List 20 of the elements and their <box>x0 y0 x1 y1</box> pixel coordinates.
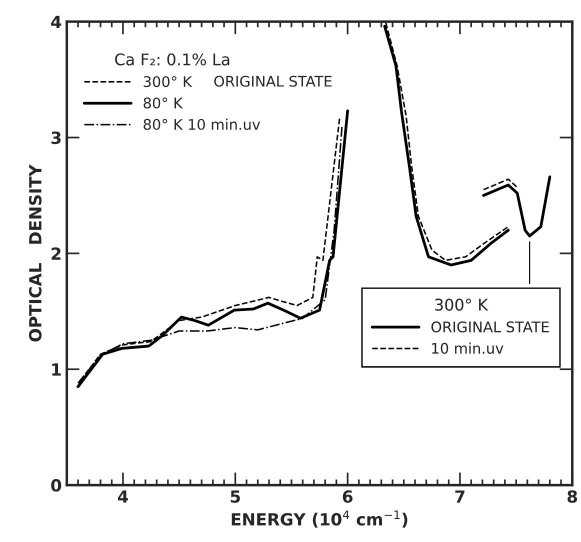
legend-title: Ca F₂: 0.1% La <box>115 53 230 66</box>
legend-label: ORIGINAL STATE <box>431 321 549 332</box>
legend-label: 80° K 10 min.uv <box>144 118 260 130</box>
y-tick-label: 0 <box>51 479 62 492</box>
y-tick-label: 1 <box>52 363 61 376</box>
legend-label: 300° K <box>144 76 192 88</box>
x-tick-label: 5 <box>230 490 240 503</box>
y-tick-label: 4 <box>51 16 62 28</box>
legend-label: 10 min.uv <box>432 342 504 354</box>
x-tick-label: 8 <box>568 490 578 503</box>
x-axis-title: ENERGY (10$^{4}$ cm$^{−1}$) <box>232 510 408 528</box>
annotation: 300° K <box>435 298 488 311</box>
x-tick-label: 7 <box>455 490 464 503</box>
legend-label: 80° K <box>144 97 183 109</box>
x-tick-label: 6 <box>342 490 353 503</box>
annotation: ORIGINAL STATE <box>214 76 332 87</box>
y-tick-label: 2 <box>52 247 61 260</box>
y-axis-title: OPTICAL DENSITY <box>28 164 42 342</box>
y-tick-label: 3 <box>51 131 61 144</box>
x-tick-label: 4 <box>118 490 128 503</box>
